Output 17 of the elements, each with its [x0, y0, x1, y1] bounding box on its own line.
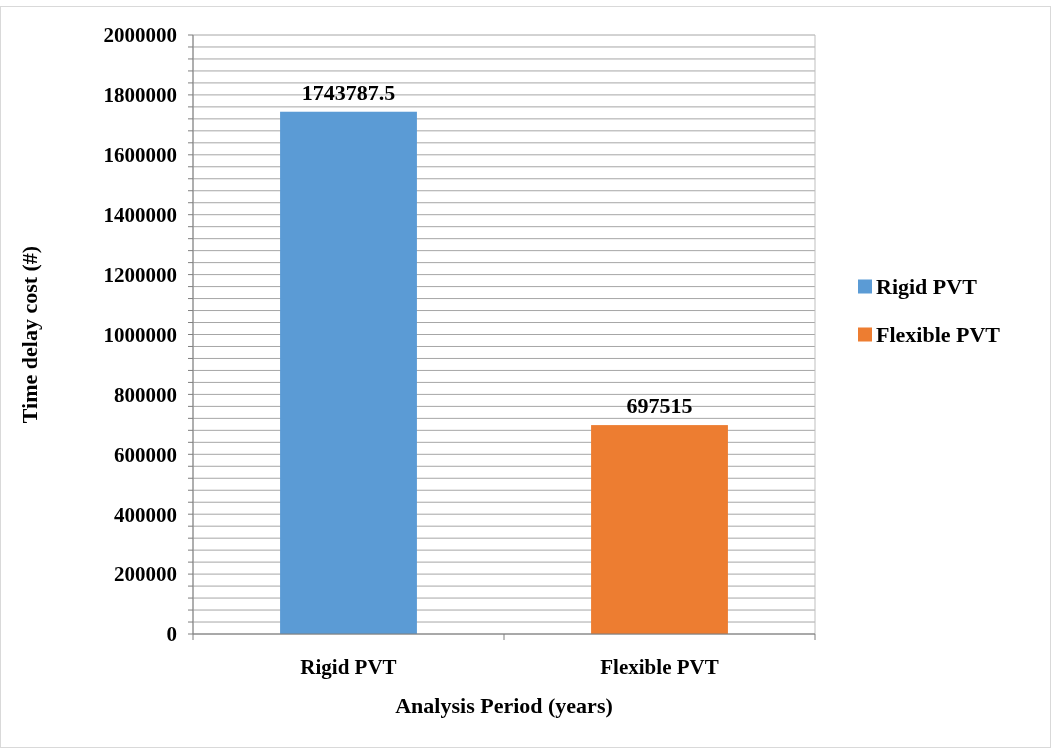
y-tick-label: 600000	[114, 442, 177, 467]
legend-label: Flexible PVT	[876, 322, 1001, 348]
y-tick-label: 1600000	[103, 143, 177, 168]
y-tick-label: 1400000	[103, 203, 177, 228]
data-label: 697515	[626, 393, 693, 419]
y-tick-label: 2000000	[103, 23, 177, 48]
y-tick-label: 800000	[114, 382, 177, 407]
data-label: 1743787.5	[301, 79, 396, 105]
y-tick-label: 1000000	[103, 322, 177, 347]
legend-label: Rigid PVT	[876, 274, 978, 300]
y-axis-title: Time delay cost (#)	[17, 245, 42, 424]
y-tick-label: 0	[166, 622, 177, 647]
y-tick-label: 1200000	[103, 262, 177, 287]
y-tick-label: 400000	[114, 502, 177, 527]
y-tick-label: 200000	[114, 562, 177, 587]
y-tick-label: 1800000	[103, 83, 177, 108]
x-axis-title: Analysis Period (years)	[395, 693, 613, 718]
